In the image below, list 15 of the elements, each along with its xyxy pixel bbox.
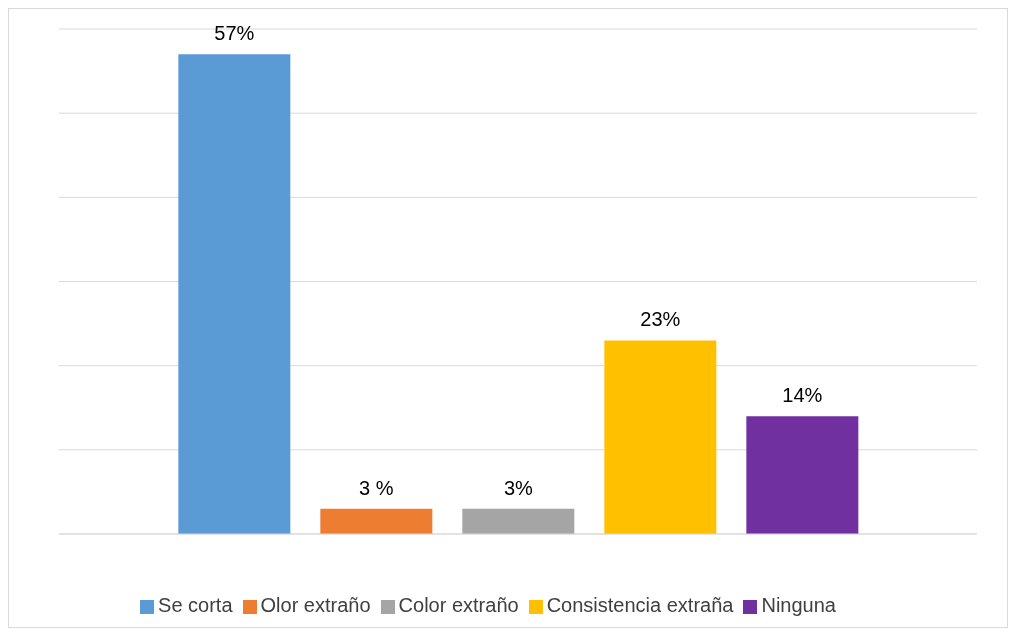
data-label: 23%	[640, 308, 681, 331]
data-label: 3 %	[359, 476, 394, 499]
data-label: 57%	[214, 22, 255, 45]
data-label: 3%	[503, 476, 534, 499]
legend-label: Consistencia extraña	[546, 594, 734, 616]
data-label: 14%	[782, 384, 823, 407]
legend-label: Olor extraño	[260, 594, 371, 616]
bar	[462, 508, 575, 534]
legend-label: Ninguna	[761, 594, 836, 616]
bar	[746, 416, 859, 534]
legend-label: Se corta	[158, 594, 233, 616]
bar	[320, 508, 433, 534]
bar	[178, 54, 291, 534]
legend-label: Color extraño	[398, 594, 519, 616]
bar	[604, 340, 717, 534]
